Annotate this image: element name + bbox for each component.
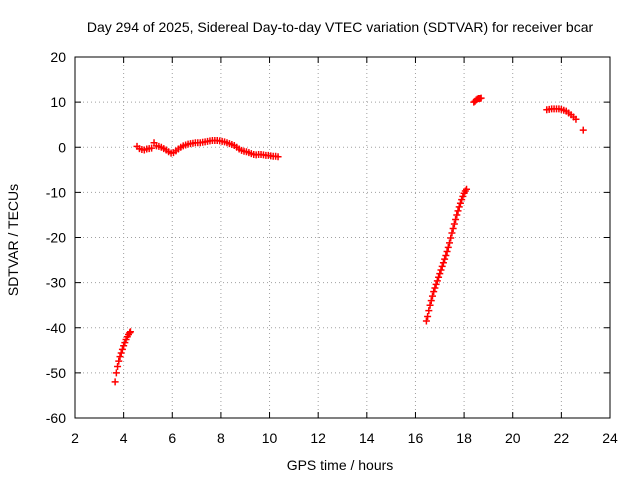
- data-point: [463, 185, 471, 193]
- series-arc-3: [422, 185, 471, 325]
- x-tick-label: 20: [505, 430, 521, 446]
- data-point: [126, 328, 134, 336]
- data-point: [431, 284, 439, 292]
- data-points: [111, 94, 587, 386]
- data-point: [432, 280, 440, 288]
- x-tick-label: 10: [262, 430, 278, 446]
- data-point: [117, 349, 125, 357]
- data-point: [427, 297, 435, 305]
- data-point: [442, 252, 450, 260]
- data-point: [433, 277, 441, 285]
- series-arc-4: [470, 94, 485, 106]
- data-point: [455, 203, 463, 211]
- y-tick-label: -50: [46, 365, 66, 381]
- chart-title: Day 294 of 2025, Sidereal Day-to-day VTE…: [87, 19, 594, 35]
- y-axis-label: SDTVAR / TECUs: [5, 184, 21, 296]
- data-point: [438, 262, 446, 270]
- y-tick-label: 0: [58, 139, 66, 155]
- x-tick-label: 12: [310, 430, 326, 446]
- data-point: [572, 115, 580, 123]
- data-point: [458, 196, 466, 204]
- x-tick-label: 18: [456, 430, 472, 446]
- data-point: [449, 224, 457, 232]
- data-point: [441, 255, 449, 263]
- data-point: [453, 211, 461, 219]
- y-tick-label: -30: [46, 275, 66, 291]
- data-point: [428, 292, 436, 300]
- x-tick-label: 8: [217, 430, 225, 446]
- x-tick-label: 2: [71, 430, 79, 446]
- data-point: [148, 144, 156, 152]
- series-arc-1: [111, 328, 134, 386]
- data-point: [111, 378, 119, 386]
- x-tick-label: 6: [168, 430, 176, 446]
- data-point: [112, 369, 120, 377]
- series-arc-2: [133, 136, 282, 161]
- y-tick-label: 10: [50, 94, 66, 110]
- y-tick-label: -60: [46, 410, 66, 426]
- plot-frame: [74, 56, 611, 419]
- x-axis-label: GPS time / hours: [287, 457, 394, 473]
- data-point: [274, 153, 282, 161]
- data-point: [424, 312, 432, 320]
- data-point: [579, 126, 587, 134]
- grid: [75, 57, 610, 418]
- data-point: [422, 317, 430, 325]
- data-point: [121, 339, 129, 347]
- series-arc-5: [543, 105, 580, 123]
- data-point: [447, 234, 455, 242]
- series-arc-6: [579, 126, 587, 134]
- data-point: [439, 259, 447, 267]
- x-tick-label: 14: [359, 430, 375, 446]
- ticks: 2 4 6 8 10 12 14 16 18 20 22 2420100-10-20-30-40-50…: [46, 49, 618, 446]
- data-point: [426, 301, 434, 309]
- data-point: [448, 229, 456, 237]
- y-tick-label: -40: [46, 320, 66, 336]
- data-point: [450, 220, 458, 228]
- data-point: [446, 239, 453, 247]
- data-point: [452, 215, 460, 223]
- data-point: [120, 342, 128, 350]
- data-point: [437, 266, 445, 274]
- data-point: [425, 307, 433, 315]
- data-point: [456, 199, 464, 207]
- data-point: [430, 288, 438, 296]
- data-point: [444, 243, 452, 251]
- y-tick-label: -20: [46, 230, 66, 246]
- x-tick-label: 24: [602, 430, 618, 446]
- data-point: [114, 363, 122, 371]
- data-point: [436, 270, 444, 278]
- y-tick-label: -10: [46, 184, 66, 200]
- data-point: [116, 353, 124, 361]
- data-point: [454, 207, 462, 215]
- y-tick-label: 20: [50, 49, 66, 65]
- data-point: [115, 357, 123, 365]
- data-point: [477, 94, 485, 102]
- data-point: [443, 247, 451, 255]
- x-tick-label: 22: [554, 430, 570, 446]
- data-point: [459, 192, 467, 200]
- data-point: [435, 273, 443, 281]
- x-tick-label: 16: [408, 430, 424, 446]
- x-tick-label: 4: [120, 430, 128, 446]
- data-point: [118, 345, 126, 353]
